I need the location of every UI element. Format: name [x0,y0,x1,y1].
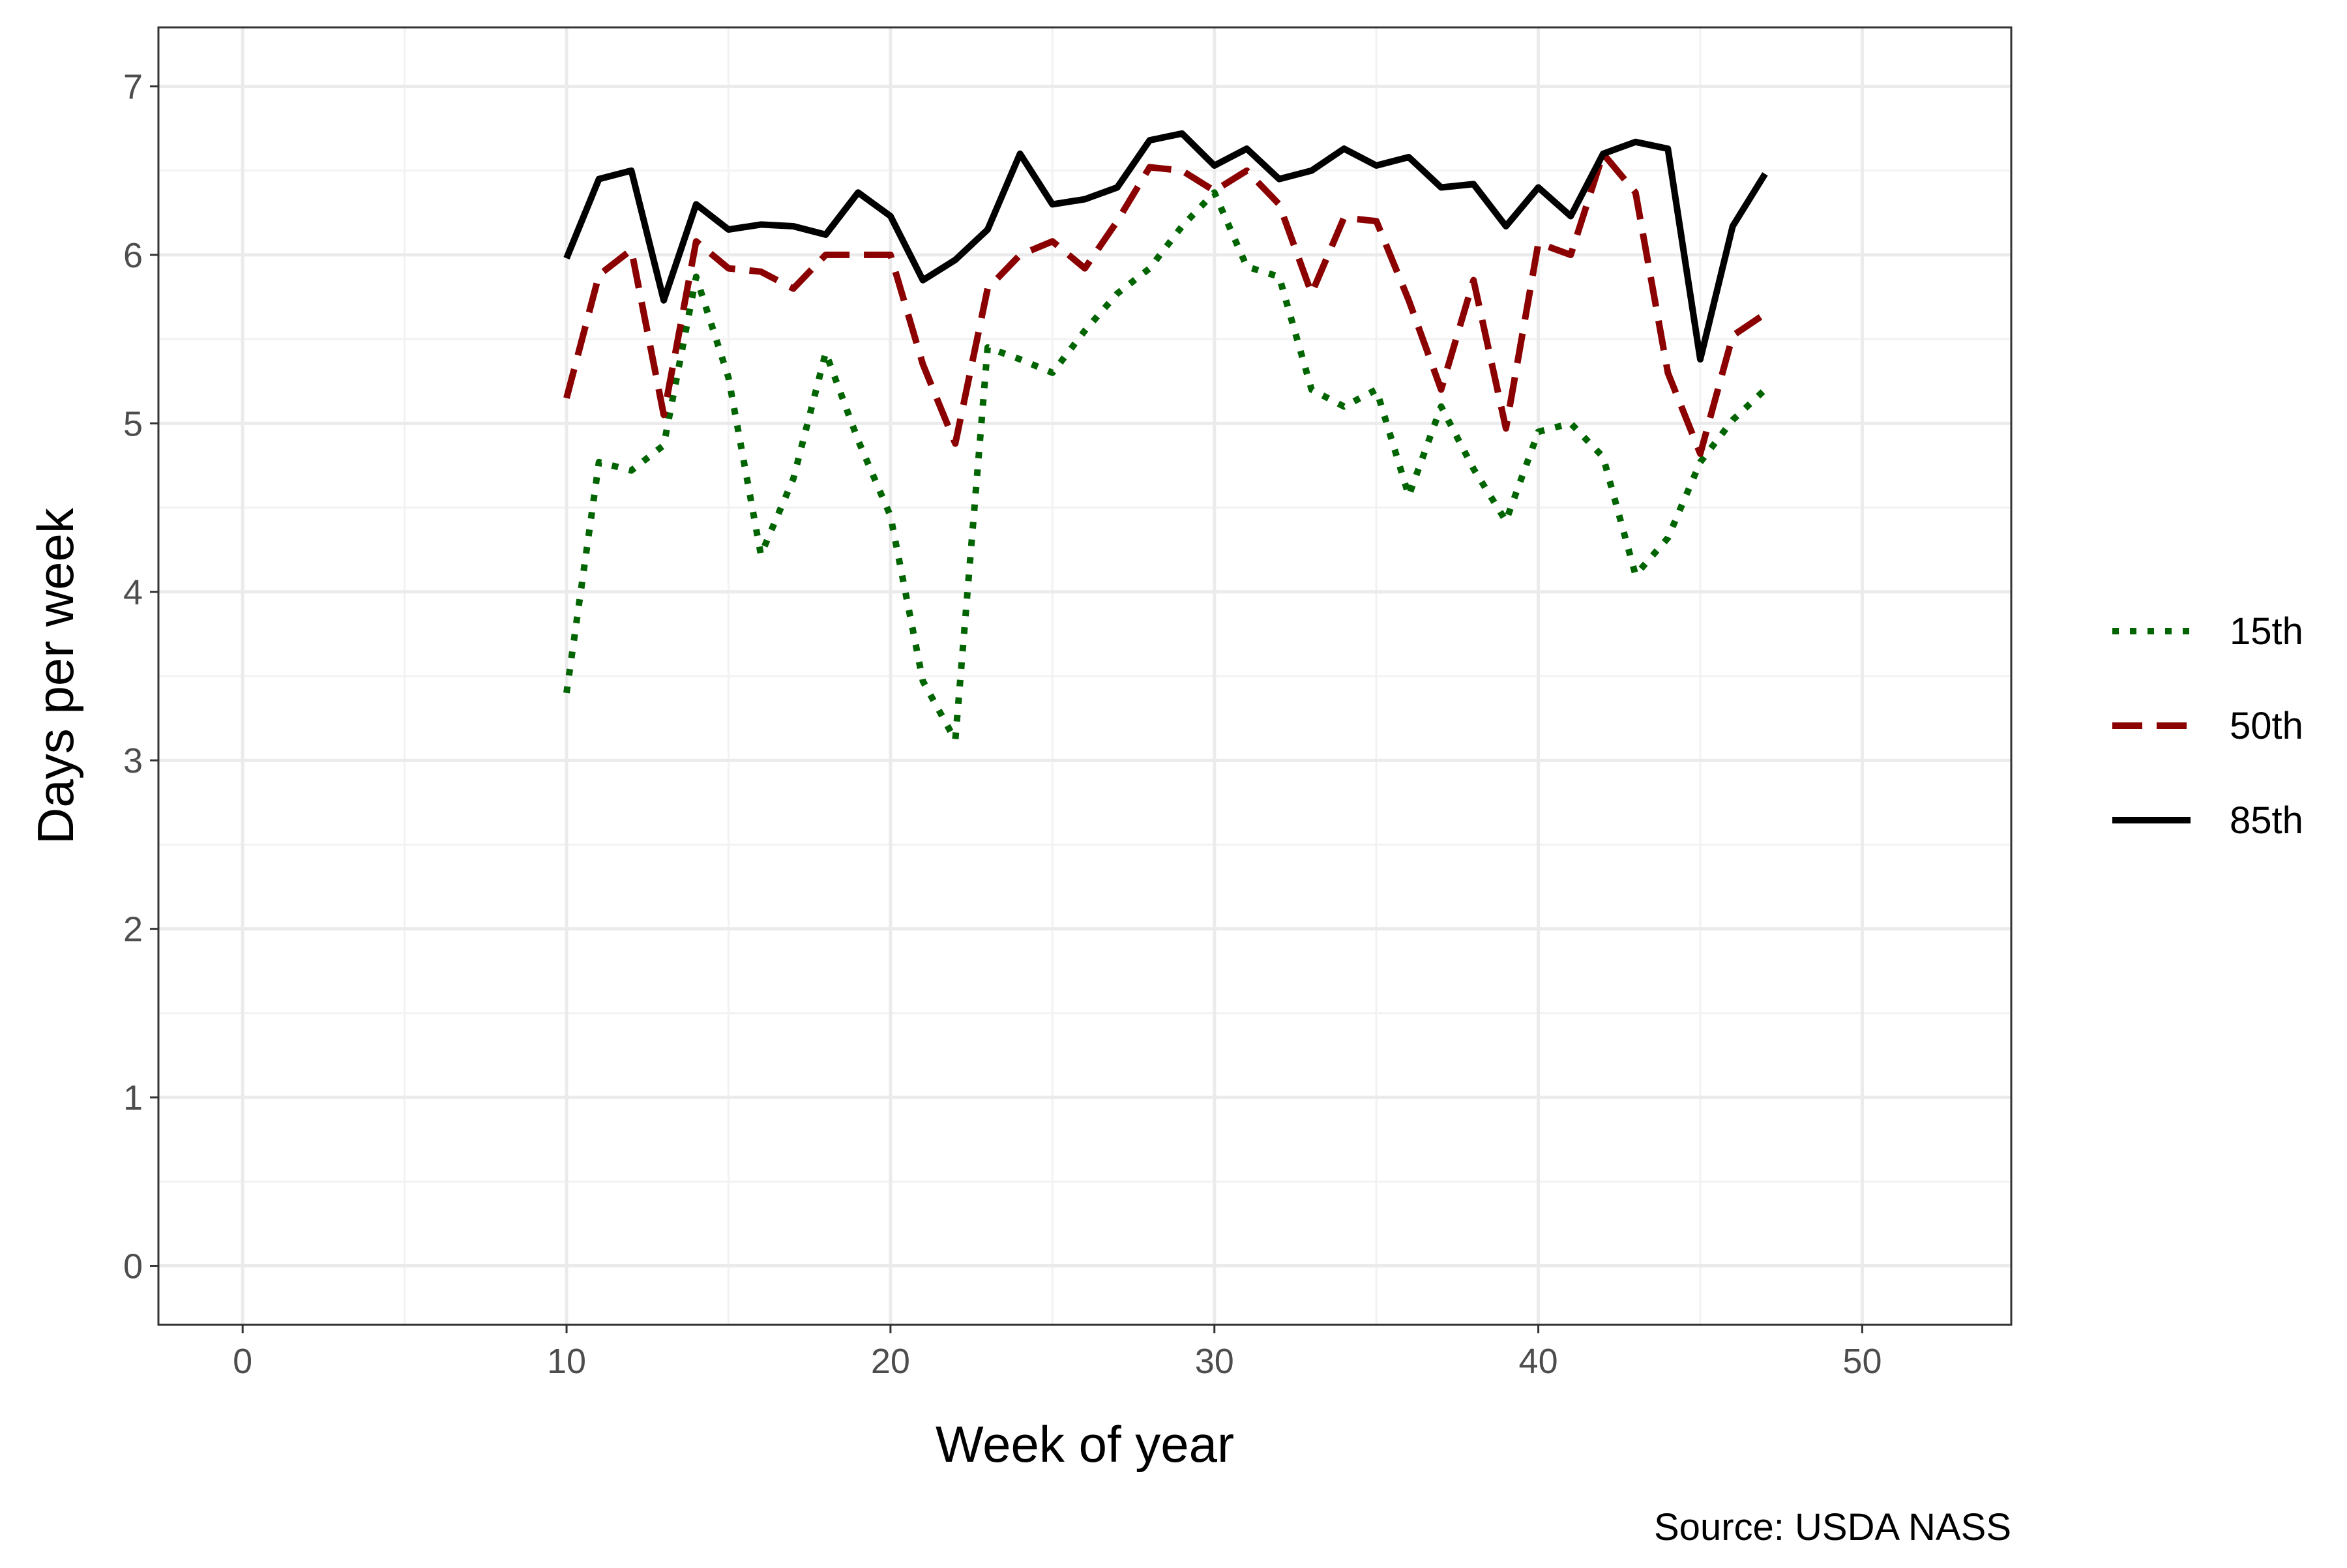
series-line-15th [563,189,1767,744]
x-tick-label: 40 [1519,1342,1558,1381]
y-tick-label: 0 [123,1247,143,1286]
x-axis-title: Week of year [936,1415,1234,1473]
legend: 15th 50th 85th [2112,610,2303,842]
legend-label-15th: 15th [2230,610,2303,653]
series-line-85th [563,130,1768,363]
grid-major [158,27,2011,1325]
legend-label-50th: 50th [2230,705,2303,747]
y-axis-title: Days per week [27,507,84,844]
legend-label-85th: 85th [2230,799,2303,842]
series-lines [563,130,1768,744]
chart-caption: Source: USDA NASS [1654,1506,2011,1548]
x-tick-label: 0 [233,1342,252,1381]
panel-border [157,26,2013,1326]
y-tick-label: 2 [123,910,143,949]
y-tick-label: 5 [123,404,143,443]
y-tick-label: 7 [123,67,143,106]
series-line-50th [563,150,1767,457]
x-tick-label: 50 [1842,1342,1882,1381]
x-tick-label: 10 [547,1342,586,1381]
x-axis: 0 10 20 30 40 50 [233,1325,1882,1381]
y-tick-label: 6 [123,236,143,275]
y-axis: 0 1 2 3 4 5 6 7 [123,67,158,1286]
y-tick-label: 4 [123,573,143,612]
y-tick-label: 3 [123,741,143,780]
x-tick-label: 30 [1195,1342,1234,1381]
y-tick-label: 1 [123,1078,143,1117]
x-tick-label: 20 [871,1342,910,1381]
